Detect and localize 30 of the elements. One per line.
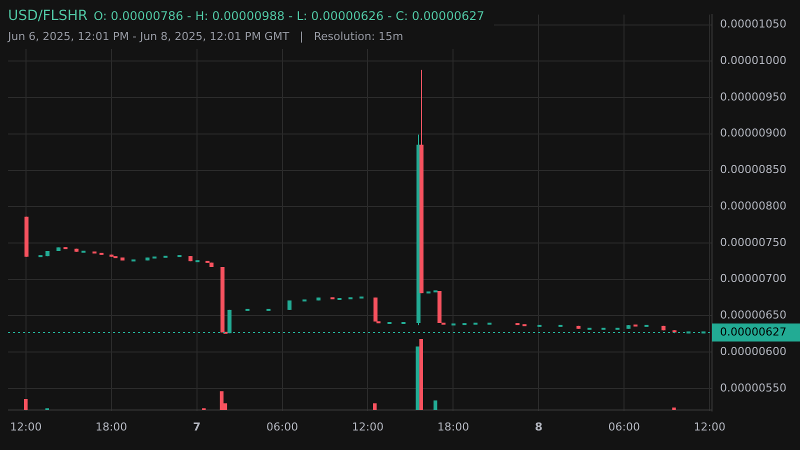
y-tick-label: 0.00000800 — [720, 199, 786, 212]
bar — [24, 399, 28, 410]
annotation: O: 0.00000786 - H: 0.00000988 - L: 0.00000626 - C: 0.00000627 — [94, 9, 484, 23]
bar — [416, 346, 420, 410]
x-tick-label: 12:00 — [10, 420, 42, 434]
bar — [373, 403, 377, 410]
x-tick-label: 12:00 — [694, 420, 726, 434]
y-tick-label: 0.00000850 — [720, 163, 786, 176]
y-tick-label: 0.00000550 — [720, 381, 786, 394]
ref-line-label: 0.00000627 — [720, 325, 786, 338]
y-tick-label: 0.00001000 — [720, 54, 786, 68]
x-tick-label: 8 — [534, 420, 543, 434]
y-tick-label: 0.00000600 — [720, 344, 786, 358]
bar — [220, 391, 224, 410]
x-tick-label: 18:00 — [95, 420, 128, 434]
y-tick-label: 0.00001050 — [720, 18, 786, 31]
bar — [419, 339, 423, 410]
x-tick-label: 06:00 — [608, 420, 640, 434]
chart-title: USD/FLSHR — [8, 8, 88, 24]
x-tick-label: 06:00 — [266, 420, 298, 434]
y-tick-label: 0.00000950 — [720, 90, 786, 104]
y-tick-label: 0.00000900 — [720, 126, 786, 140]
x-tick-label: 18:00 — [437, 420, 470, 434]
x-tick-label: 7 — [192, 420, 201, 434]
x-tick-label: 12:00 — [352, 420, 384, 434]
y-tick-label: 0.00000750 — [720, 236, 786, 249]
bar — [434, 400, 438, 410]
y-tick-label: 0.00000700 — [720, 272, 786, 286]
y-tick-label: 0.00000650 — [720, 308, 786, 322]
text: Jun 6, 2025, 12:01 PM - Jun 8, 2025, 12:01 PM GMT | Resolution: 15m — [8, 30, 404, 43]
